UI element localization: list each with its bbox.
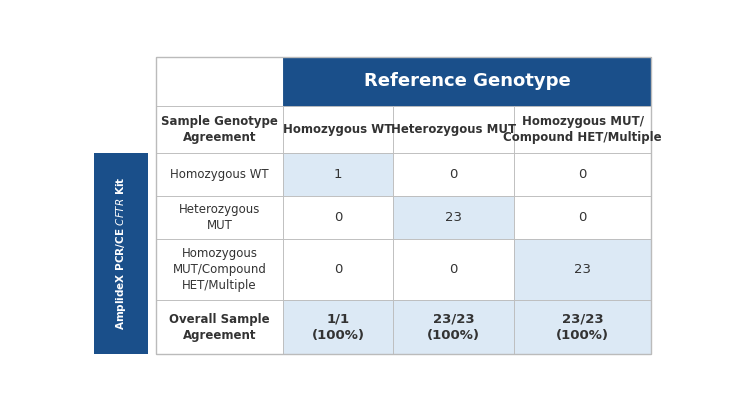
Bar xyxy=(393,152,514,196)
Text: AmplideX PCR/CE $\it{CFTR}$ Kit: AmplideX PCR/CE $\it{CFTR}$ Kit xyxy=(114,177,128,330)
Bar xyxy=(393,300,514,354)
Bar xyxy=(156,57,283,105)
Text: 23: 23 xyxy=(445,211,462,224)
Bar xyxy=(283,240,393,300)
Text: 0: 0 xyxy=(334,263,342,276)
Text: 23/23
(100%): 23/23 (100%) xyxy=(427,313,480,342)
Text: 23/23
(100%): 23/23 (100%) xyxy=(556,313,610,342)
Text: 23: 23 xyxy=(575,263,591,276)
Bar xyxy=(393,105,514,152)
Text: Heterozygous
MUT: Heterozygous MUT xyxy=(179,203,260,232)
Bar xyxy=(514,196,651,240)
Bar xyxy=(283,105,393,152)
Text: Reference Genotype: Reference Genotype xyxy=(364,72,570,90)
Text: 0: 0 xyxy=(450,263,458,276)
Bar xyxy=(283,57,651,105)
Text: 1/1
(100%): 1/1 (100%) xyxy=(312,313,364,342)
Text: 0: 0 xyxy=(450,168,458,181)
Bar xyxy=(393,196,514,240)
Bar xyxy=(514,105,651,152)
Bar xyxy=(514,300,651,354)
Text: 0: 0 xyxy=(579,168,587,181)
Text: Homozygous WT: Homozygous WT xyxy=(170,168,269,181)
Bar xyxy=(393,240,514,300)
Text: Overall Sample
Agreement: Overall Sample Agreement xyxy=(169,313,270,342)
Bar xyxy=(514,240,651,300)
Text: Sample Genotype
Agreement: Sample Genotype Agreement xyxy=(161,115,278,144)
Bar xyxy=(94,152,147,354)
Bar xyxy=(156,57,651,354)
Bar xyxy=(283,300,393,354)
Bar xyxy=(283,196,393,240)
Text: Heterozygous MUT: Heterozygous MUT xyxy=(391,123,516,136)
Bar xyxy=(156,196,283,240)
Text: Homozygous
MUT/Compound
HET/Multiple: Homozygous MUT/Compound HET/Multiple xyxy=(172,248,266,293)
Bar xyxy=(156,300,283,354)
Bar xyxy=(283,152,393,196)
Text: 1: 1 xyxy=(334,168,342,181)
Text: 0: 0 xyxy=(334,211,342,224)
Text: Homozygous MUT/
Compound HET/Multiple: Homozygous MUT/ Compound HET/Multiple xyxy=(504,115,662,144)
Bar xyxy=(156,105,283,152)
Text: Homozygous WT: Homozygous WT xyxy=(283,123,393,136)
Bar xyxy=(156,240,283,300)
Bar xyxy=(514,152,651,196)
Text: 0: 0 xyxy=(579,211,587,224)
Bar xyxy=(156,152,283,196)
